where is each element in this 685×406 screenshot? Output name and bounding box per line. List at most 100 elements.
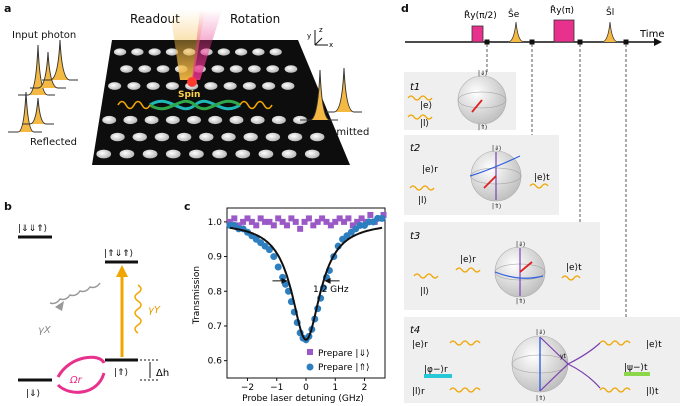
t3-sphere-up: |⇑⟩ bbox=[516, 298, 525, 305]
t4-sphere-up: |⇑⟩ bbox=[536, 395, 545, 402]
x-tick-label: −2 bbox=[241, 383, 254, 393]
crystal-hole bbox=[229, 115, 244, 125]
crystal-hole bbox=[269, 48, 282, 56]
panel-a-figure: Spin y z x bbox=[8, 10, 362, 165]
reflected-pulses bbox=[8, 91, 54, 133]
y-axis-label: Transmission bbox=[192, 266, 202, 325]
data-point-down bbox=[257, 215, 264, 222]
time-dashed-lines bbox=[486, 44, 627, 317]
crystal-hole bbox=[108, 82, 122, 90]
input-photon-label: Input photon bbox=[12, 30, 77, 41]
input-pulses bbox=[18, 39, 78, 96]
crystal-hole bbox=[304, 149, 320, 159]
data-point-down bbox=[253, 222, 260, 229]
t4-sphere-yt: yt bbox=[560, 353, 567, 360]
gamma-x-label: γX bbox=[38, 325, 52, 336]
data-point-up bbox=[270, 253, 278, 261]
t4-sphere-down: |⇓⟩ bbox=[536, 329, 545, 336]
axis-y-label: y bbox=[307, 32, 311, 40]
crystal-hole bbox=[148, 48, 161, 56]
crystal-hole bbox=[284, 65, 298, 73]
t1-sphere-up: |⇑⟩ bbox=[478, 124, 487, 131]
t1-ket-l: |l⟩ bbox=[420, 119, 429, 129]
wavepacket-right bbox=[239, 100, 273, 110]
data-point-down bbox=[248, 218, 255, 225]
t3-ket-l: |l⟩ bbox=[420, 287, 429, 297]
t2-sphere-down: |⇓⟩ bbox=[492, 145, 501, 152]
t4-wave-et bbox=[599, 340, 631, 346]
ry-pi-pulse bbox=[553, 19, 575, 43]
t3-wave-l bbox=[413, 273, 439, 279]
data-point-down bbox=[354, 218, 361, 225]
panel-a-letter: a bbox=[4, 2, 12, 15]
se-pulse bbox=[507, 21, 525, 43]
crystal-hole bbox=[144, 115, 159, 125]
fwhm-arrowhead-left bbox=[281, 277, 288, 284]
transmitted-label: Transmitted bbox=[310, 127, 370, 138]
t4-phi-bar bbox=[424, 374, 452, 378]
t1-label: t1 bbox=[410, 82, 420, 93]
axis-x-label: x bbox=[329, 41, 333, 49]
crystal-hole bbox=[271, 115, 286, 125]
crystal-hole bbox=[110, 132, 125, 142]
data-point-down bbox=[301, 218, 308, 225]
t4-phi-minus: |φ−⟩r bbox=[424, 365, 448, 375]
crystal-hole bbox=[248, 65, 261, 73]
state-top-left-label: |⇓⇓⇑⟩ bbox=[18, 224, 47, 234]
readout-label: Readout bbox=[130, 12, 180, 26]
t3-ket-et: |e⟩t bbox=[566, 263, 582, 273]
crystal-hole bbox=[208, 115, 223, 125]
t4-ket-lt: |l⟩t bbox=[646, 387, 659, 397]
t2-ket-er: |e⟩r bbox=[422, 165, 438, 175]
fwhm-arrowhead-right bbox=[324, 277, 331, 284]
spin-label: Spin bbox=[178, 90, 200, 100]
t1-ket-e: |e⟩ bbox=[420, 101, 432, 111]
crystal-hole bbox=[123, 115, 138, 125]
t2-wave-et bbox=[529, 183, 549, 189]
data-point-up bbox=[378, 214, 386, 222]
data-point-down bbox=[283, 222, 290, 229]
crystal-hole bbox=[243, 132, 258, 142]
y-tick-label: 1.0 bbox=[208, 218, 223, 228]
data-point-down bbox=[288, 215, 295, 222]
crystal-hole bbox=[156, 65, 170, 73]
crystal-hole bbox=[266, 65, 280, 73]
wavepacket-left bbox=[117, 100, 151, 110]
panel-d-figure: Time R̂y(π/2) Ŝe R̂y(π) Ŝl t1 |e⟩ |l⟩ |⇓… bbox=[405, 4, 664, 402]
state-down-label: |⇓⟩ bbox=[26, 389, 40, 399]
crystal-hole bbox=[287, 132, 303, 142]
crystal-hole bbox=[142, 149, 158, 159]
time-label: Time bbox=[639, 29, 664, 40]
axes-icon bbox=[314, 30, 328, 46]
crystal-hole bbox=[258, 149, 274, 159]
panel-b-letter: b bbox=[4, 200, 12, 213]
panel-d-letter: d bbox=[401, 2, 409, 15]
x-tick-label: 0 bbox=[303, 383, 309, 393]
y-tick-label: 0.7 bbox=[208, 322, 222, 332]
data-point-down bbox=[270, 222, 277, 229]
omega-r-arrow-bottom bbox=[56, 372, 106, 394]
t4-wave-lr bbox=[449, 387, 481, 393]
crystal-hole bbox=[252, 48, 265, 56]
crystal-hole bbox=[281, 82, 295, 90]
crystal-hole bbox=[217, 48, 230, 56]
data-point-down bbox=[323, 218, 330, 225]
crystal-hole bbox=[189, 149, 204, 159]
waveguide-mode-green bbox=[149, 99, 241, 111]
transmission-chart: −2 −1 0 1 2 0.6 0.7 0.8 0.9 1.0 Transmission Prob… bbox=[192, 207, 387, 404]
state-excited-label: |⇑⇓⇑⟩ bbox=[104, 249, 133, 259]
ry-half-label: R̂y(π/2) bbox=[464, 9, 497, 21]
crystal-hole bbox=[154, 132, 170, 142]
crystal-hole bbox=[310, 132, 325, 142]
crystal-hole bbox=[221, 132, 236, 142]
gamma-y-label: γY bbox=[148, 305, 161, 316]
t3-ket-er: |e⟩r bbox=[460, 255, 476, 265]
rotation-beam bbox=[192, 10, 222, 80]
data-point-up bbox=[265, 246, 273, 254]
data-point-down bbox=[297, 225, 304, 232]
crystal-hole bbox=[96, 149, 112, 159]
x-tick-label: −1 bbox=[270, 383, 283, 393]
data-point-down bbox=[380, 211, 387, 218]
y-tick-label: 0.6 bbox=[208, 357, 223, 367]
crystal-hole bbox=[235, 149, 251, 159]
